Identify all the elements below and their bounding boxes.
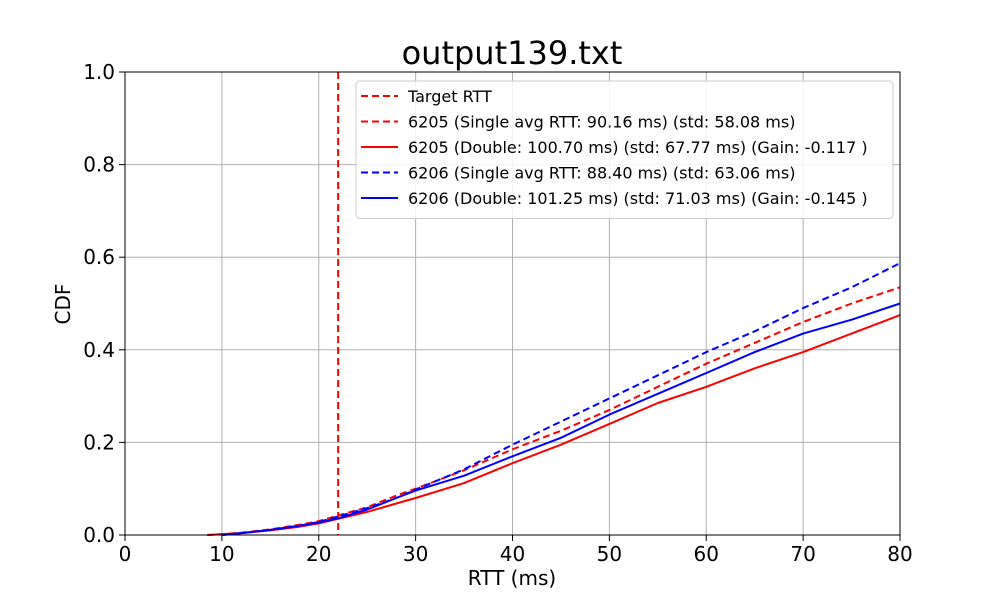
- legend-label-1: 6205 (Single avg RTT: 90.16 ms) (std: 58…: [408, 113, 795, 132]
- series-line-4: [221, 302, 901, 536]
- series-line-1: [207, 286, 901, 536]
- x-tick-label: 70: [790, 542, 815, 566]
- y-tick-label: 0.6: [83, 245, 115, 269]
- y-tick-label: 1.0: [83, 60, 115, 84]
- x-tick-label: 10: [209, 542, 234, 566]
- legend-box: [355, 80, 894, 219]
- legend-label-0: Target RTT: [407, 87, 492, 106]
- y-tick-label: 0.0: [83, 523, 115, 547]
- series-lines: [207, 262, 901, 536]
- y-tick-label: 0.2: [83, 430, 115, 454]
- x-axis-label: RTT (ms): [468, 566, 556, 590]
- y-axis-ticks: 0.0 0.2 0.4 0.6 0.8 1.0: [83, 60, 125, 547]
- y-tick-label: 0.4: [83, 338, 115, 362]
- chart-title: output139.txt: [402, 34, 623, 72]
- legend-label-3: 6206 (Single avg RTT: 88.40 ms) (std: 63…: [408, 164, 795, 183]
- series-line-3: [221, 262, 901, 536]
- x-tick-label: 30: [403, 542, 428, 566]
- x-axis-ticks: 0 10 20 30 40 50 60 70 80: [119, 535, 913, 566]
- x-tick-label: 40: [500, 542, 525, 566]
- x-tick-label: 20: [306, 542, 331, 566]
- y-tick-label: 0.8: [83, 153, 115, 177]
- x-tick-label: 50: [597, 542, 622, 566]
- legend-label-4: 6206 (Double: 101.25 ms) (std: 71.03 ms)…: [408, 189, 868, 208]
- x-tick-label: 80: [887, 542, 912, 566]
- legend-label-2: 6205 (Double: 100.70 ms) (std: 67.77 ms)…: [408, 138, 868, 157]
- legend: Target RTT 6205 (Single avg RTT: 90.16 ms…: [355, 80, 894, 219]
- y-axis-label: CDF: [51, 284, 75, 325]
- x-tick-label: 0: [119, 542, 132, 566]
- x-tick-label: 60: [694, 542, 719, 566]
